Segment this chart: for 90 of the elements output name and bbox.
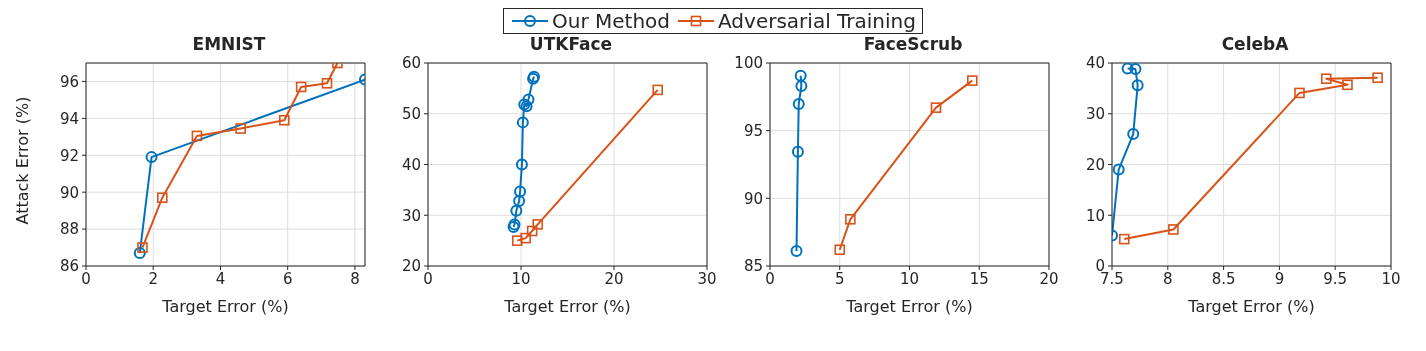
point — [930, 102, 942, 113]
y-tick-label: 90 — [59, 183, 79, 202]
y-axis-title: Attack Error (%) — [12, 96, 32, 225]
point — [1131, 79, 1144, 92]
x-tick-label: 9.5 — [1323, 269, 1348, 288]
point — [510, 204, 523, 217]
x-axis-title: Target Error (%) — [1187, 297, 1315, 316]
point — [513, 195, 526, 208]
point — [1121, 63, 1134, 75]
y-tick-label: 20 — [401, 257, 421, 276]
point — [834, 244, 846, 256]
x-axis-title: Target Error (%) — [845, 297, 973, 316]
point — [532, 219, 544, 230]
point — [1320, 73, 1332, 85]
y-tick-label: 20 — [1085, 155, 1105, 174]
point — [516, 116, 529, 129]
legend-label: Adversarial Training — [718, 9, 916, 33]
y-tick-label: 0 — [1095, 257, 1105, 276]
point — [1127, 128, 1140, 141]
y-tick-label: 100 — [734, 54, 763, 73]
point — [526, 225, 538, 237]
point — [1112, 163, 1125, 176]
point — [145, 151, 158, 164]
point — [191, 130, 203, 142]
point — [845, 214, 856, 225]
x-tick-label: 20 — [604, 269, 624, 288]
x-tick-label: 10 — [511, 269, 531, 288]
y-tick-label: 96 — [59, 72, 79, 91]
x-tick-label: 5 — [834, 269, 845, 288]
y-tick-label: 40 — [401, 155, 421, 174]
x-tick-label: 15 — [969, 269, 989, 288]
x-tick-label: 6 — [282, 269, 293, 288]
point — [966, 75, 978, 86]
point — [792, 98, 805, 111]
y-tick-label: 86 — [59, 257, 79, 276]
x-tick-label: 10 — [1381, 269, 1401, 288]
y-tick-label: 94 — [59, 109, 79, 128]
point — [137, 242, 148, 253]
point — [1294, 87, 1305, 99]
y-tick-label: 30 — [401, 206, 421, 225]
x-tick-label: 8.5 — [1211, 269, 1236, 288]
y-tick-label: 10 — [1085, 206, 1105, 225]
chart-title: UTKFace — [528, 34, 614, 56]
point — [522, 93, 535, 106]
chart-title: EMNIST — [191, 34, 267, 56]
point — [1342, 79, 1353, 91]
point — [790, 245, 803, 258]
y-tick-label: 90 — [743, 189, 763, 208]
y-tick-label: 50 — [401, 105, 421, 124]
y-tick-label: 92 — [59, 146, 79, 165]
point — [511, 235, 523, 246]
x-tick-label: 0 — [423, 269, 433, 288]
y-tick-label: 30 — [1085, 105, 1105, 124]
y-tick-label: 88 — [59, 220, 79, 239]
point — [791, 145, 804, 158]
point — [279, 114, 290, 126]
y-tick-label: 60 — [401, 54, 421, 73]
point — [795, 80, 808, 93]
point — [321, 78, 333, 89]
point — [652, 84, 664, 96]
y-tick-label: 95 — [743, 121, 763, 140]
x-tick-label: 8 — [350, 269, 360, 288]
x-tick-label: 4 — [215, 269, 226, 288]
point — [1168, 224, 1179, 235]
point — [515, 158, 528, 171]
point — [1372, 72, 1383, 84]
x-tick-label: 0 — [81, 269, 91, 288]
point — [235, 123, 246, 134]
point — [514, 185, 527, 198]
chart-title: FaceScrub — [862, 34, 964, 56]
y-tick-label: 40 — [1085, 54, 1105, 73]
point — [1118, 233, 1130, 245]
point — [794, 69, 807, 82]
x-tick-label: 8 — [1163, 269, 1173, 288]
x-tick-label: 20 — [1039, 269, 1059, 288]
x-tick-label: 9 — [1274, 269, 1285, 288]
x-tick-label: 10 — [899, 269, 920, 288]
x-tick-label: 2 — [148, 269, 158, 288]
legend-label: Our Method — [552, 9, 671, 33]
x-axis-title: Target Error (%) — [161, 297, 289, 316]
point — [295, 81, 307, 93]
x-tick-label: 0 — [765, 269, 775, 288]
chart-title: CelebA — [1220, 34, 1290, 56]
y-tick-label: 85 — [743, 257, 763, 276]
point — [133, 247, 146, 260]
point — [1129, 63, 1142, 76]
point — [157, 192, 168, 204]
x-axis-title: Target Error (%) — [503, 297, 631, 316]
x-tick-label: 30 — [697, 269, 717, 288]
point — [520, 232, 531, 244]
